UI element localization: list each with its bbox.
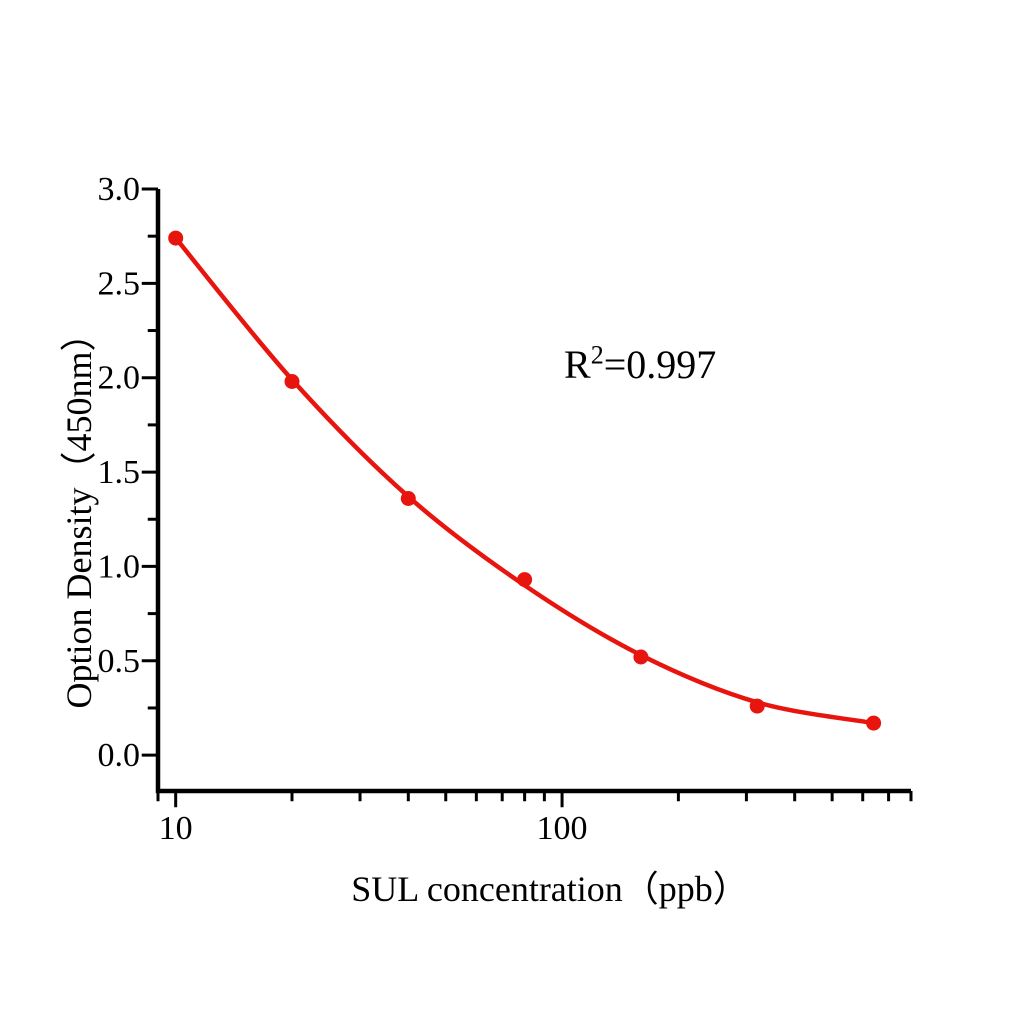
y-tick-label: 2.0 <box>98 360 141 397</box>
x-tick-label: 100 <box>537 810 588 847</box>
r-squared-annotation: R2=0.997 <box>564 341 716 388</box>
x-tick-label: 10 <box>159 810 193 847</box>
y-tick-label: 3.0 <box>98 171 141 208</box>
data-point-marker <box>749 698 765 714</box>
y-tick-label: 1.5 <box>98 454 141 491</box>
data-point-marker <box>400 491 416 506</box>
axis-spines <box>155 189 911 794</box>
x-axis-title: SUL concentration（ppb） <box>351 869 749 909</box>
fit-curve <box>173 235 876 726</box>
data-point-marker <box>633 649 649 665</box>
y-tick-label: 2.5 <box>98 265 141 302</box>
y-tick-label: 0.5 <box>98 643 141 680</box>
data-point-marker <box>866 715 882 731</box>
data-point-marker <box>168 230 184 246</box>
data-point-marker <box>284 374 300 389</box>
r-squared-value: =0.997 <box>603 342 717 387</box>
y-tick-label: 0.0 <box>98 737 141 774</box>
y-tick-label: 1.0 <box>98 548 141 585</box>
r-squared-exponent: 2 <box>590 340 604 370</box>
y-axis-title: Option Density（450nm） <box>59 315 99 709</box>
data-point-marker <box>517 572 533 588</box>
r-squared-base: R <box>564 342 591 387</box>
